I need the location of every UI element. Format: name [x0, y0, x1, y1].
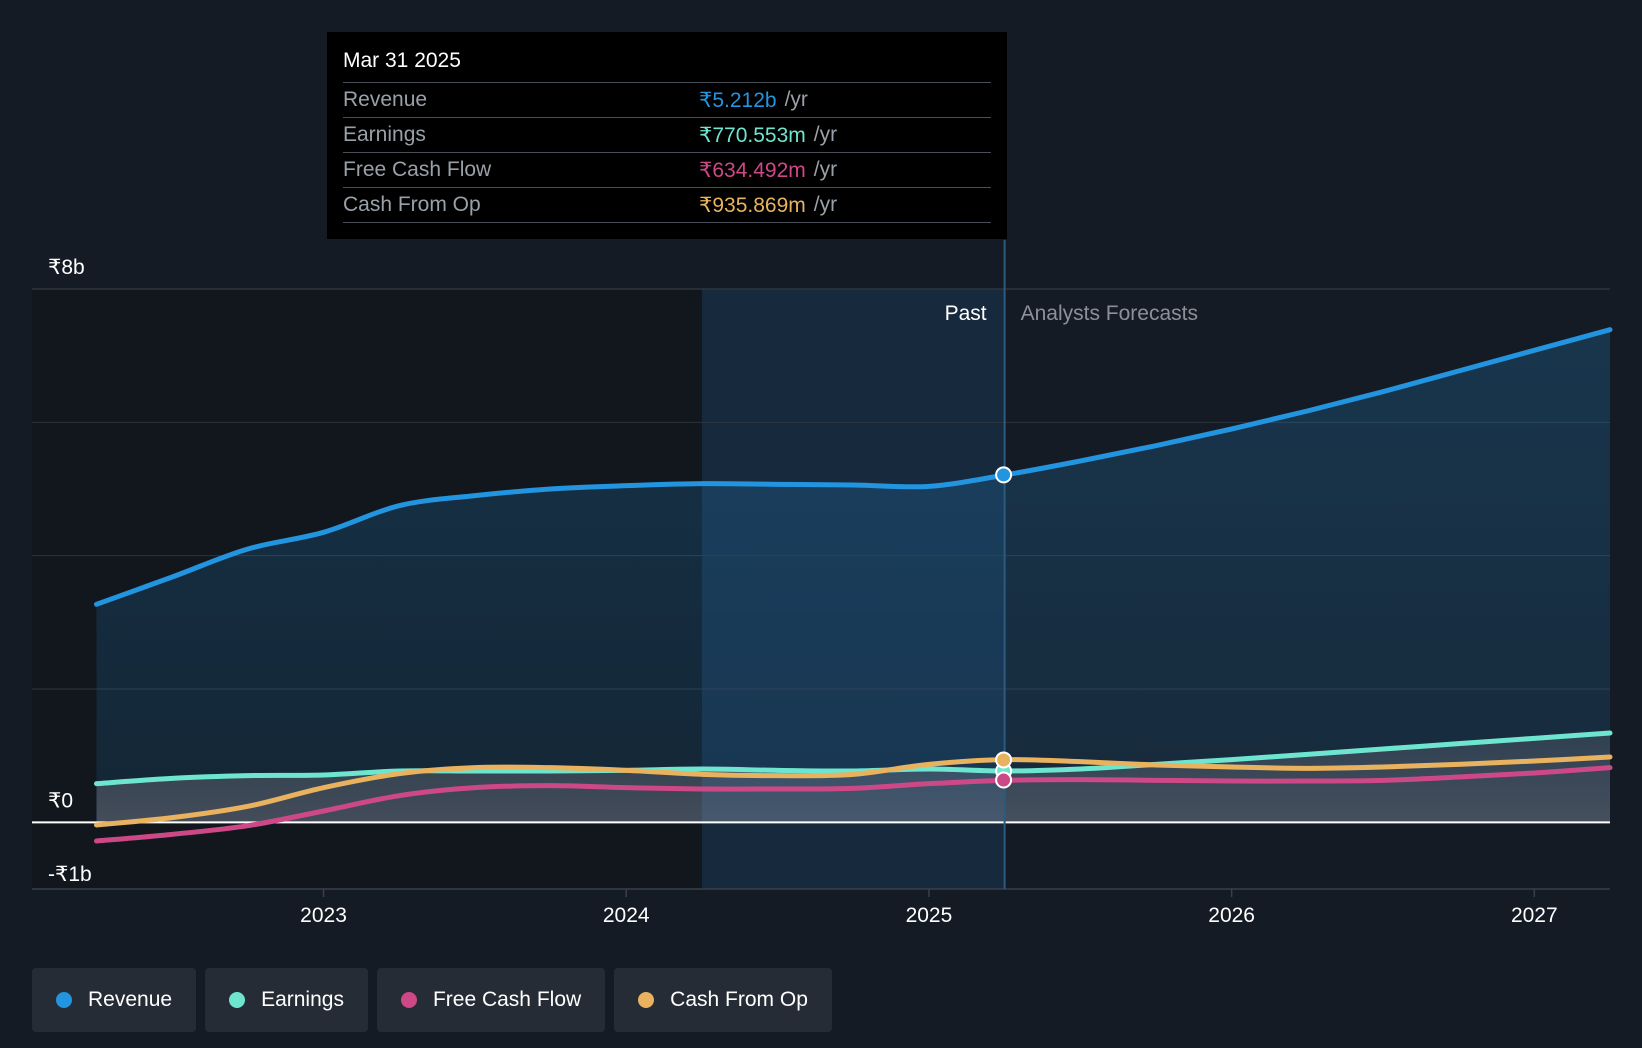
cash-from-op-line: [94, 754, 1613, 828]
legend-label: Free Cash Flow: [432, 988, 582, 1011]
y-axis-label: -₹1b: [48, 863, 92, 886]
tooltip-label: Cash From Op: [343, 193, 481, 216]
x-tick-label: 2026: [1208, 904, 1255, 927]
legend-item-cash-from-op[interactable]: Cash From Op: [614, 968, 832, 1032]
x-tick-label: 2025: [906, 904, 953, 927]
legend-dot-icon: [229, 992, 246, 1008]
legend-dot-icon: [56, 992, 72, 1008]
earnings-area: [96, 733, 1610, 823]
past-label: Past: [945, 302, 987, 325]
forecast-label: Analysts Forecasts: [1021, 302, 1198, 325]
revenue-area: [96, 329, 1610, 823]
tooltip-row-revenue: Revenue ₹5.212b /yr: [343, 82, 991, 117]
tooltip-label: Revenue: [343, 88, 428, 111]
tooltip-unit: /yr: [813, 193, 838, 216]
legend-dot-icon: [400, 992, 417, 1008]
free-cash-flow-line: [94, 765, 1613, 844]
legend-label: Earnings: [261, 988, 344, 1011]
tooltip-label: Free Cash Flow: [343, 158, 492, 181]
tooltip-unit: /yr: [813, 123, 838, 146]
tooltip-value: ₹5.212b: [699, 88, 777, 112]
legend-item-earnings[interactable]: Earnings: [205, 968, 368, 1032]
legend-label: Revenue: [88, 988, 173, 1011]
free-cash-flow-marker: [995, 771, 1013, 789]
legend-item-revenue[interactable]: Revenue: [32, 968, 197, 1032]
legend: Revenue Earnings Free Cash Flow Cash Fro…: [32, 968, 832, 1032]
legend-item-free-cash-flow[interactable]: Free Cash Flow: [376, 968, 606, 1032]
cash-from-op-marker: [995, 751, 1013, 769]
tooltip-value: ₹770.553m: [699, 123, 806, 147]
x-tick-label: 2023: [300, 904, 347, 927]
legend-dot-icon: [638, 992, 655, 1008]
tooltip-row-cash-from-op: Cash From Op ₹935.869m /yr: [343, 187, 991, 223]
tooltip-value: ₹935.869m: [699, 193, 806, 217]
earnings-line: [94, 730, 1613, 787]
x-tick-label: 2024: [603, 904, 650, 927]
tooltip-date: Mar 31 2025: [343, 49, 461, 72]
tooltip-value: ₹634.492m: [699, 158, 806, 182]
tooltip-unit: /yr: [813, 158, 838, 181]
tooltip-row-free-cash-flow: Free Cash Flow ₹634.492m /yr: [343, 152, 991, 187]
y-axis-label: ₹8b: [48, 256, 85, 279]
x-tick-label: 2027: [1511, 904, 1558, 927]
revenue-marker: [995, 466, 1013, 484]
tooltip-unit: /yr: [784, 88, 808, 111]
tooltip-label: Earnings: [343, 123, 426, 146]
tooltip: Mar 31 2025 Revenue ₹5.212b /yr Earnings…: [327, 32, 1007, 239]
y-axis-label: ₹0: [48, 789, 73, 812]
legend-label: Cash From Op: [670, 988, 808, 1011]
tooltip-row-earnings: Earnings ₹770.553m /yr: [343, 117, 991, 152]
revenue-line: [94, 327, 1613, 607]
